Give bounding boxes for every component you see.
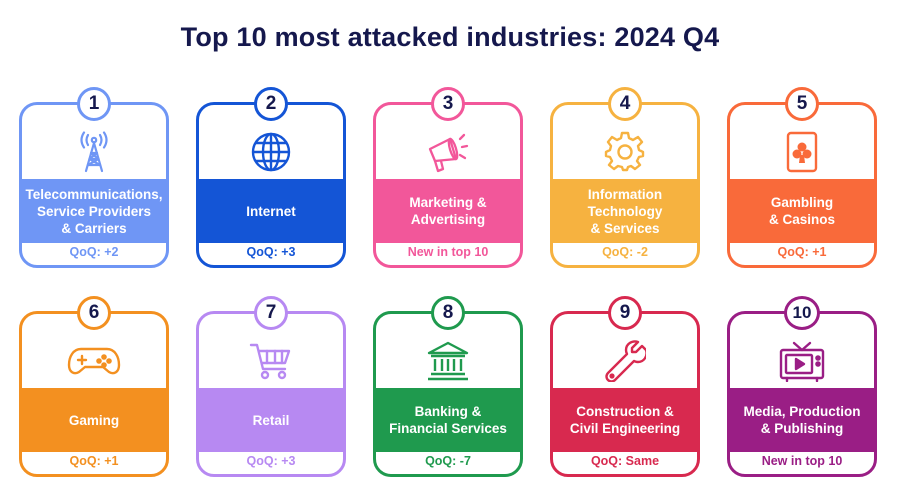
- rank-badge: 3: [431, 87, 465, 121]
- industry-name: Banking & Financial Services: [373, 388, 523, 452]
- industry-name: Media, Production & Publishing: [727, 388, 877, 452]
- qoq-change: QoQ: +1: [69, 454, 119, 468]
- megaphone-icon: [376, 129, 520, 175]
- industry-card-9: 9 Construction & Civil Engineering QoQ: …: [550, 296, 700, 477]
- qoq-change: QoQ: -2: [602, 245, 648, 259]
- industry-card-7: 7 Retail QoQ: +3: [196, 296, 346, 477]
- industry-name: Construction & Civil Engineering: [550, 388, 700, 452]
- industry-card-1: 1 Telecommunications, Service Providers …: [19, 87, 169, 268]
- qoq-change: New in top 10: [761, 454, 843, 468]
- qoq-change: QoQ: +2: [69, 245, 119, 259]
- industry-card-10: 10 Media, Production & Publishing New in…: [727, 296, 877, 477]
- rank-badge: 4: [608, 87, 642, 121]
- qoq-change: QoQ: +3: [246, 454, 296, 468]
- qoq-change: QoQ: +3: [246, 245, 296, 259]
- industry-name: Telecommunications, Service Providers & …: [19, 179, 169, 243]
- qoq-change: QoQ: Same: [590, 454, 660, 468]
- qoq-change: New in top 10: [407, 245, 489, 259]
- shopping-cart-icon: [199, 338, 343, 384]
- industry-card-2: 2 Internet QoQ: +3: [196, 87, 346, 268]
- industry-card-6: 6 Gaming QoQ: +1: [19, 296, 169, 477]
- tv-icon: [730, 338, 874, 384]
- bank-icon: [376, 338, 520, 384]
- rank-badge: 9: [608, 296, 642, 330]
- antenna-tower-icon: [22, 129, 166, 175]
- industry-name: Gaming: [19, 388, 169, 452]
- industry-name: Internet: [196, 179, 346, 243]
- industry-card-5: 5 Gambling & Casinos QoQ: +1: [727, 87, 877, 268]
- rank-badge: 7: [254, 296, 288, 330]
- gear-icon: [553, 129, 697, 175]
- industry-name: Marketing & Advertising: [373, 179, 523, 243]
- rank-badge: 1: [77, 87, 111, 121]
- rank-badge: 5: [785, 87, 819, 121]
- rank-badge: 2: [254, 87, 288, 121]
- rank-badge: 10: [784, 296, 820, 330]
- qoq-change: QoQ: -7: [425, 454, 471, 468]
- rank-badge: 8: [431, 296, 465, 330]
- industry-card-8: 8 Banking & Financial Services QoQ: -7: [373, 296, 523, 477]
- industry-name: Retail: [196, 388, 346, 452]
- qoq-change: QoQ: +1: [777, 245, 827, 259]
- globe-icon: [199, 129, 343, 175]
- industry-card-3: 3 Marketing & Advertising New in top 10: [373, 87, 523, 268]
- industry-name: Information Technology & Services: [550, 179, 700, 243]
- wrench-icon: [553, 338, 697, 384]
- page-title: Top 10 most attacked industries: 2024 Q4: [180, 22, 720, 52]
- industry-name: Gambling & Casinos: [727, 179, 877, 243]
- gamepad-icon: [22, 338, 166, 384]
- rank-badge: 6: [77, 296, 111, 330]
- industry-card-4: 4 Information Technology & Services QoQ:…: [550, 87, 700, 268]
- playing-card-icon: [730, 129, 874, 175]
